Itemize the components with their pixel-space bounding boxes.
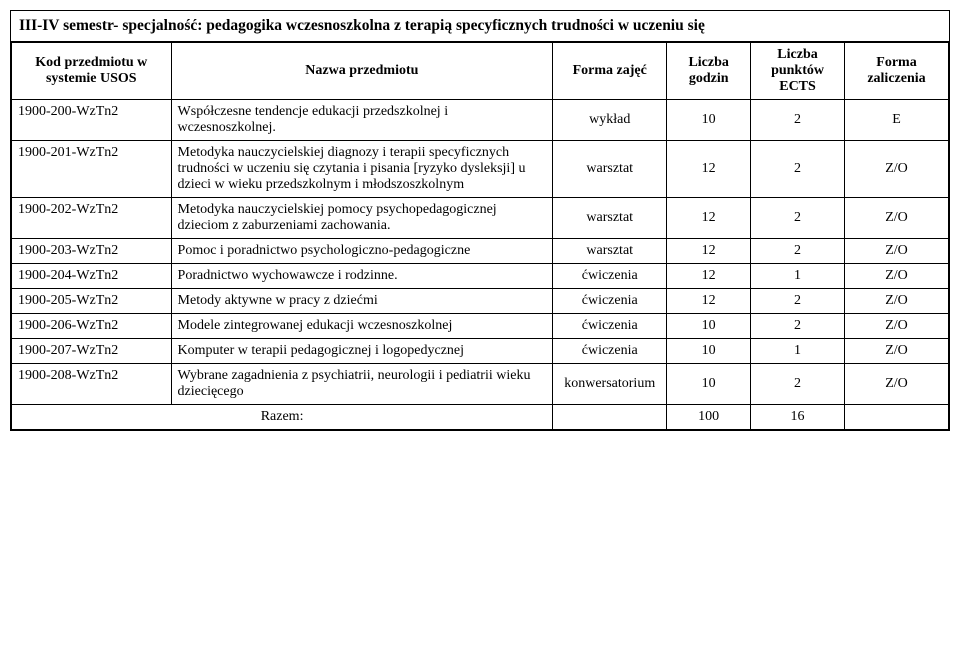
cell-ects: 2 — [751, 364, 845, 405]
cell-ects: 2 — [751, 314, 845, 339]
total-row: Razem: 100 16 — [12, 405, 949, 430]
cell-hours: 12 — [667, 141, 751, 198]
cell-code: 1900-201-WzTn2 — [12, 141, 172, 198]
cell-name: Metody aktywne w pracy z dziećmi — [171, 289, 553, 314]
cell-ects: 2 — [751, 239, 845, 264]
plan-title: III-IV semestr- specjalność: pedagogika … — [11, 11, 950, 42]
cell-name: Metodyka nauczycielskiej pomocy psychope… — [171, 198, 553, 239]
header-form: Forma zajęć — [553, 43, 667, 100]
cell-ects: 2 — [751, 289, 845, 314]
cell-code: 1900-207-WzTn2 — [12, 339, 172, 364]
cell-hours: 10 — [667, 314, 751, 339]
cell-form: warsztat — [553, 239, 667, 264]
total-form-blank — [553, 405, 667, 430]
cell-hours: 12 — [667, 239, 751, 264]
cell-form: ćwiczenia — [553, 339, 667, 364]
cell-code: 1900-205-WzTn2 — [12, 289, 172, 314]
cell-code: 1900-203-WzTn2 — [12, 239, 172, 264]
header-ects: Liczba punktów ECTS — [751, 43, 845, 100]
cell-hours: 12 — [667, 289, 751, 314]
cell-form: wykład — [553, 100, 667, 141]
cell-ects: 2 — [751, 141, 845, 198]
table-row: 1900-200-WzTn2Współczesne tendencje eduk… — [12, 100, 949, 141]
table-row: 1900-201-WzTn2Metodyka nauczycielskiej d… — [12, 141, 949, 198]
cell-form: ćwiczenia — [553, 264, 667, 289]
cell-name: Modele zintegrowanej edukacji wczesnoszk… — [171, 314, 553, 339]
total-hours: 100 — [667, 405, 751, 430]
total-ects: 16 — [751, 405, 845, 430]
cell-name: Komputer w terapii pedagogicznej i logop… — [171, 339, 553, 364]
table-row: 1900-206-WzTn2Modele zintegrowanej eduka… — [12, 314, 949, 339]
cell-name: Metodyka nauczycielskiej diagnozy i tera… — [171, 141, 553, 198]
cell-ects: 2 — [751, 100, 845, 141]
table-row: 1900-202-WzTn2Metodyka nauczycielskiej p… — [12, 198, 949, 239]
table-row: 1900-207-WzTn2Komputer w terapii pedagog… — [12, 339, 949, 364]
total-label: Razem: — [12, 405, 553, 430]
header-code: Kod przedmiotu w systemie USOS — [12, 43, 172, 100]
cell-code: 1900-208-WzTn2 — [12, 364, 172, 405]
cell-name: Poradnictwo wychowawcze i rodzinne. — [171, 264, 553, 289]
cell-credit: Z/O — [844, 364, 948, 405]
cell-code: 1900-200-WzTn2 — [12, 100, 172, 141]
cell-credit: Z/O — [844, 314, 948, 339]
cell-credit: Z/O — [844, 239, 948, 264]
course-table: Kod przedmiotu w systemie USOS Nazwa prz… — [11, 42, 949, 430]
cell-hours: 10 — [667, 364, 751, 405]
cell-ects: 1 — [751, 264, 845, 289]
cell-credit: Z/O — [844, 339, 948, 364]
cell-credit: Z/O — [844, 198, 948, 239]
cell-credit: Z/O — [844, 289, 948, 314]
cell-hours: 12 — [667, 264, 751, 289]
cell-hours: 12 — [667, 198, 751, 239]
cell-name: Współczesne tendencje edukacji przedszko… — [171, 100, 553, 141]
cell-code: 1900-202-WzTn2 — [12, 198, 172, 239]
table-row: 1900-208-WzTn2Wybrane zagadnienia z psyc… — [12, 364, 949, 405]
table-row: 1900-205-WzTn2Metody aktywne w pracy z d… — [12, 289, 949, 314]
header-name: Nazwa przedmiotu — [171, 43, 553, 100]
cell-credit: E — [844, 100, 948, 141]
table-row: 1900-203-WzTn2Pomoc i poradnictwo psycho… — [12, 239, 949, 264]
cell-credit: Z/O — [844, 141, 948, 198]
header-credit: Forma zaliczenia — [844, 43, 948, 100]
cell-code: 1900-206-WzTn2 — [12, 314, 172, 339]
cell-name: Wybrane zagadnienia z psychiatrii, neuro… — [171, 364, 553, 405]
cell-ects: 2 — [751, 198, 845, 239]
cell-hours: 10 — [667, 100, 751, 141]
cell-form: warsztat — [553, 141, 667, 198]
header-hours: Liczba godzin — [667, 43, 751, 100]
cell-form: warsztat — [553, 198, 667, 239]
cell-credit: Z/O — [844, 264, 948, 289]
table-header-row: Kod przedmiotu w systemie USOS Nazwa prz… — [12, 43, 949, 100]
cell-code: 1900-204-WzTn2 — [12, 264, 172, 289]
cell-hours: 10 — [667, 339, 751, 364]
course-plan-container: III-IV semestr- specjalność: pedagogika … — [10, 10, 950, 431]
cell-form: ćwiczenia — [553, 289, 667, 314]
cell-ects: 1 — [751, 339, 845, 364]
total-credit-blank — [844, 405, 948, 430]
cell-form: konwersatorium — [553, 364, 667, 405]
cell-form: ćwiczenia — [553, 314, 667, 339]
table-row: 1900-204-WzTn2Poradnictwo wychowawcze i … — [12, 264, 949, 289]
cell-name: Pomoc i poradnictwo psychologiczno-pedag… — [171, 239, 553, 264]
